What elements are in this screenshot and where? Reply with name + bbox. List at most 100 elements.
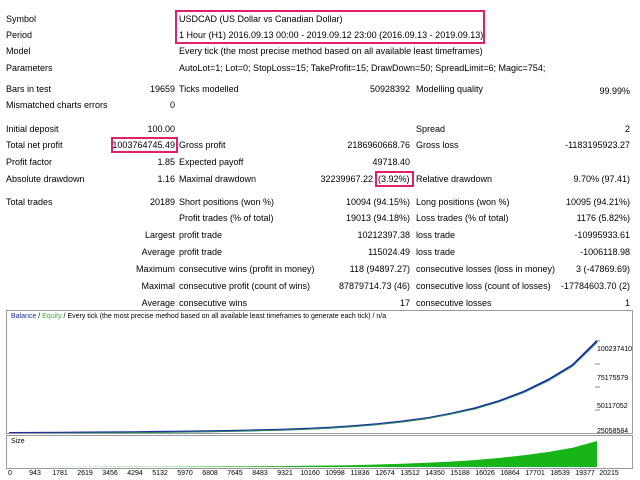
x-tick-label: 12674 <box>375 470 395 477</box>
x-tick-label: 10160 <box>300 470 320 477</box>
legend-equity: Equity <box>42 313 62 320</box>
profit-factor-value: 1.85 <box>157 157 175 167</box>
ticks-label: Ticks modelled <box>179 84 239 94</box>
long-label: Long positions (won %) <box>416 197 510 207</box>
avg-wins-label: consecutive wins <box>179 298 248 308</box>
largest-label: Largest <box>144 230 175 240</box>
largest-loss-value: -10995933.61 <box>574 230 630 240</box>
x-tick-label: 943 <box>29 470 41 477</box>
maximal-loss-value: -17784603.70 (2) <box>560 281 630 291</box>
x-tick-label: 9321 <box>277 470 293 477</box>
highlight-symbol-period <box>175 10 485 44</box>
maximal-loss-label: consecutive loss (count of losses) <box>416 281 551 291</box>
x-tick-label: 10998 <box>325 470 345 477</box>
deposit-value: 100.00 <box>147 124 175 134</box>
chart-legend: Balance / Equity / Every tick (the most … <box>11 313 386 320</box>
abs-dd-label: Absolute drawdown <box>6 174 85 184</box>
max-dd-percent: (3.92%) <box>378 174 410 184</box>
x-tick-label: 19377 <box>575 470 595 477</box>
largest-profit-label: profit trade <box>179 230 223 240</box>
maximal-label: Maximal <box>141 281 175 291</box>
bars-value: 19659 <box>149 84 175 94</box>
size-area <box>9 441 597 467</box>
period-label: Period <box>6 30 33 40</box>
y-tick-label: 75175579 <box>597 375 629 382</box>
gross-loss-label: Gross loss <box>416 140 459 150</box>
deposit-label: Initial deposit <box>6 124 59 134</box>
x-tick-label: 1781 <box>52 470 68 477</box>
balance-chart: Balance / Equity / Every tick (the most … <box>6 310 633 434</box>
avg-wins-value: 17 <box>399 298 410 308</box>
x-tick-label: 6808 <box>202 470 218 477</box>
max-losses-label: consecutive losses (loss in money) <box>416 264 556 274</box>
largest-loss-label: loss trade <box>416 230 456 240</box>
largest-profit-value: 10212397.38 <box>357 230 410 240</box>
max-losses-value: 3 (-47869.69) <box>575 264 630 274</box>
max-wins-value: 118 (94897.27) <box>349 264 410 274</box>
quality-value: 99.99% <box>599 86 630 96</box>
maximum-label: Maximum <box>135 264 175 274</box>
x-tick-label: 3456 <box>102 470 118 477</box>
size-label: Size <box>11 438 25 445</box>
legend-balance: Balance <box>11 313 37 320</box>
rel-dd-value: 9.70% (97.41) <box>573 174 630 184</box>
average-loss-value: -1006118.98 <box>580 247 630 257</box>
model-label: Model <box>6 46 31 56</box>
x-tick-label: 13512 <box>400 470 420 477</box>
parameters-value: AutoLot=1; Lot=0; StopLoss=15; TakeProfi… <box>179 63 546 73</box>
x-tick-label: 2619 <box>77 470 93 477</box>
x-tick-label: 4294 <box>127 470 143 477</box>
symbol-value: USDCAD (US Dollar vs Canadian Dollar) <box>179 14 343 24</box>
ticks-value: 50928392 <box>369 84 410 94</box>
legend-description: / Every tick (the most precise method ba… <box>61 313 387 320</box>
x-tick-label: 11836 <box>350 470 370 477</box>
average-consec-label: Average <box>141 298 175 308</box>
short-value: 10094 (94.15%) <box>345 197 410 207</box>
mismatch-label: Mismatched charts errors <box>6 100 108 110</box>
net-profit-label: Total net profit <box>6 140 63 150</box>
symbol-label: Symbol <box>6 14 37 24</box>
x-tick-label: 14350 <box>425 470 445 477</box>
profit-trades-label: Profit trades (% of total) <box>179 213 274 223</box>
x-tick-label: 17701 <box>525 470 545 477</box>
avg-losses-value: 1 <box>624 298 630 308</box>
max-wins-label: consecutive wins (profit in money) <box>179 264 315 274</box>
long-value: 10095 (94.21%) <box>565 197 630 207</box>
parameters-label: Parameters <box>6 63 53 73</box>
maximal-profit-value: 87879714.73 (46) <box>338 281 410 291</box>
gross-profit-label: Gross profit <box>179 140 226 150</box>
y-tick-label: 100237410 <box>597 346 633 353</box>
size-pane-svg <box>9 441 597 467</box>
abs-dd-value: 1.16 <box>157 174 175 184</box>
x-tick-label: 5970 <box>177 470 193 477</box>
balance-chart-svg <box>8 340 600 433</box>
short-label: Short positions (won %) <box>179 197 275 207</box>
highlight-max-dd <box>375 171 414 187</box>
x-tick-label: 16864 <box>500 470 520 477</box>
average-profit-label: profit trade <box>179 247 223 257</box>
profit-trades-value: 19013 (94.18%) <box>345 213 410 223</box>
average-label: Average <box>141 247 175 257</box>
avg-losses-label: consecutive losses <box>416 298 492 308</box>
gross-loss-value: -1183195923.27 <box>565 140 630 150</box>
y-tick-label: 50117052 <box>597 403 628 410</box>
average-loss-label: loss trade <box>416 247 456 257</box>
x-tick-label: 8483 <box>252 470 268 477</box>
x-tick-label: 5132 <box>152 470 168 477</box>
expected-payoff-value: 49718.40 <box>372 157 410 167</box>
average-profit-value: 115024.49 <box>368 247 410 257</box>
profit-factor-label: Profit factor <box>6 157 53 167</box>
total-trades-label: Total trades <box>6 197 53 207</box>
spread-label: Spread <box>416 124 446 134</box>
net-profit-value: 1003764745.49 <box>112 140 175 150</box>
gross-profit-value: 2186960668.76 <box>347 140 410 150</box>
mismatch-value: 0 <box>169 100 175 110</box>
highlight-net-profit <box>111 137 178 153</box>
y-tick-label: 25058584 <box>597 428 629 435</box>
period-value: 1 Hour (H1) 2016.09.13 00:00 - 2019.09.1… <box>179 30 484 40</box>
x-tick-label: 7645 <box>227 470 243 477</box>
maximal-profit-label: consecutive profit (count of wins) <box>179 281 311 291</box>
max-dd-label: Maximal drawdown <box>179 174 257 184</box>
x-tick-label: 16026 <box>475 470 495 477</box>
size-pane: Size <box>6 435 633 469</box>
